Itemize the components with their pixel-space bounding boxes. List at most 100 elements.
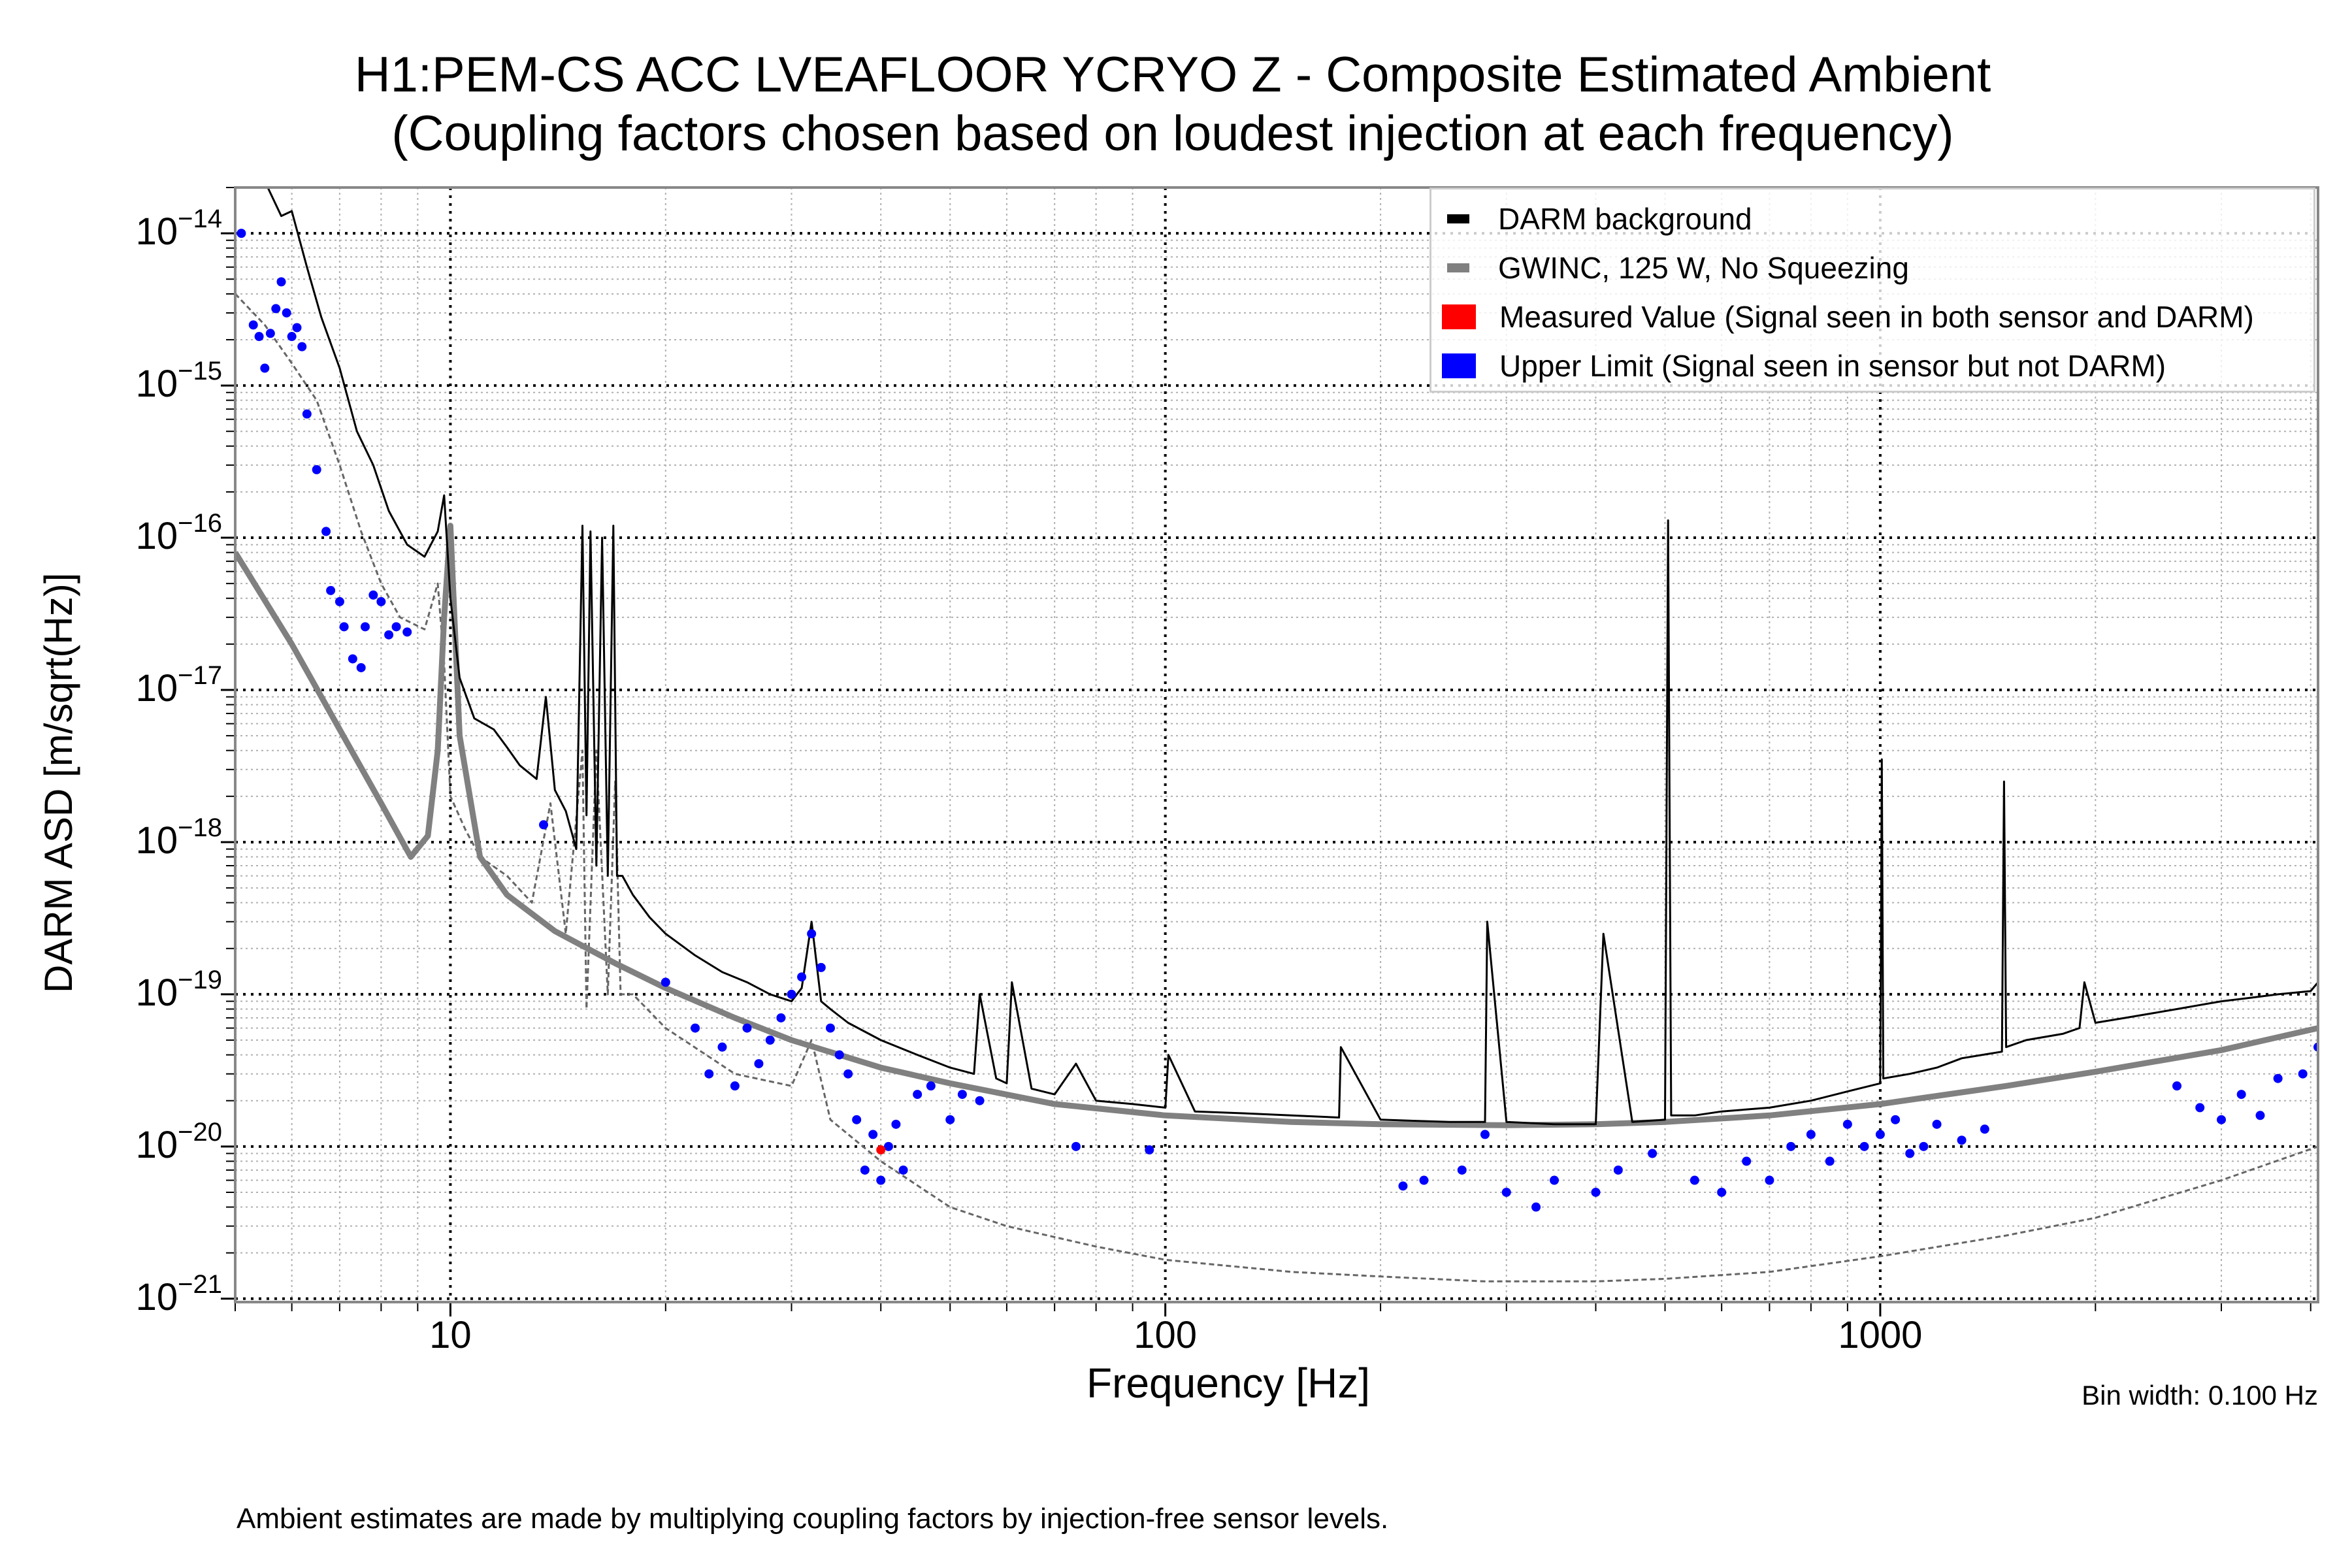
data-point [356,662,366,672]
data-point [926,1081,936,1091]
legend-swatch-darm [1447,214,1469,223]
y-tick-base: 10 [135,666,178,710]
y-tick-label: 10−19 [52,966,222,1015]
series-upper-limit-signal-seen-in-sensor-but-no [237,229,2318,1212]
data-point [2298,1069,2308,1079]
footnote: Ambient estimates are made by multiplyin… [237,1503,1389,1535]
data-point [807,929,817,939]
y-tick-base: 10 [135,971,178,1014]
data-point [360,622,370,632]
data-point [860,1165,870,1175]
data-point [265,329,275,338]
data-point [1501,1187,1511,1197]
y-tick-label: 10−17 [52,661,222,710]
data-point [1932,1119,1942,1129]
y-tick-base: 10 [135,819,178,862]
y-tick-base: 10 [135,363,178,406]
data-point [957,1090,967,1100]
data-point [237,229,246,238]
data-point [1071,1141,1081,1151]
data-point [1717,1187,1727,1197]
data-point [765,1036,775,1045]
data-point [326,585,336,595]
data-point [2217,1115,2227,1124]
data-point [254,332,264,342]
y-tick-base: 10 [135,1275,178,1318]
legend-label-darm: DARM background [1498,202,1752,236]
data-point [945,1115,955,1124]
data-point [1480,1130,1490,1139]
bin-width-annotation: Bin width: 0.100 Hz [2082,1380,2318,1411]
y-tick-exponent: −19 [178,965,222,994]
y-tick-label: 10−15 [52,357,222,406]
plot-frame [234,186,2319,1303]
data-point [1786,1141,1796,1151]
x-tick-label: 10 [429,1314,472,1356]
data-point [271,304,281,314]
data-point [876,1175,886,1185]
data-point [335,596,344,606]
y-tick-base: 10 [135,515,178,558]
data-point [2172,1081,2182,1091]
series-measured-value-signal-seen-in-both-senso [876,1145,886,1155]
data-point [297,342,307,351]
series-layer [235,188,2318,1282]
legend-item-measured: Measured Value (Signal seen in both sens… [1431,294,2254,340]
data-point [287,332,297,342]
x-axis-label: Frequency [Hz] [1086,1360,1370,1407]
data-point [1648,1149,1658,1158]
data-point [1919,1141,1929,1151]
y-tick-label: 10−16 [52,509,222,558]
data-point [384,630,394,640]
y-tick-label: 10−20 [52,1118,222,1167]
legend-swatch-upper-limit [1442,353,1476,378]
y-tick-label: 10−21 [52,1270,222,1319]
y-tick-exponent: −20 [178,1117,222,1147]
data-point [883,1141,893,1151]
y-tick-exponent: −17 [178,661,222,690]
legend-label-gwinc: GWINC, 125 W, No Squeezing [1498,251,1909,285]
data-point [876,1145,886,1155]
data-point [1891,1115,1901,1124]
legend-label-upper-limit: Upper Limit (Signal seen in sensor but n… [1499,349,2166,383]
data-point [376,596,386,606]
data-point [1145,1145,1154,1155]
data-point [1765,1175,1774,1185]
series-darm-background [267,188,2318,1126]
data-point [1419,1175,1429,1185]
data-point [843,1069,853,1079]
data-point [1742,1156,1752,1166]
data-point [302,409,312,419]
data-point [292,323,302,333]
data-point [339,622,349,632]
y-tick-base: 10 [135,1123,178,1166]
data-point [834,1050,844,1060]
data-point [391,622,401,632]
legend-label-measured: Measured Value (Signal seen in both sens… [1499,300,2254,334]
data-point [1905,1149,1915,1158]
data-point [704,1069,714,1079]
y-tick-exponent: −21 [178,1269,222,1299]
data-point [797,972,807,982]
data-point [1690,1175,1699,1185]
data-point [539,820,549,830]
legend-swatch-gwinc [1447,263,1469,272]
data-point [1531,1202,1541,1212]
y-tick-base: 10 [135,210,178,253]
data-point [1980,1124,1989,1134]
y-tick-exponent: −16 [178,509,222,538]
data-point [787,989,796,999]
data-point [248,320,258,330]
data-point [898,1165,908,1175]
data-point [691,1023,700,1033]
data-point [661,977,670,987]
data-point [312,465,321,474]
legend-swatch-measured [1442,304,1476,329]
data-point [742,1023,752,1033]
y-tick-label: 10−18 [52,813,222,862]
legend-item-upper-limit: Upper Limit (Signal seen in sensor but n… [1431,343,2166,389]
data-point [348,654,357,664]
data-point [1591,1187,1601,1197]
data-point [321,527,331,536]
data-point [282,308,291,318]
